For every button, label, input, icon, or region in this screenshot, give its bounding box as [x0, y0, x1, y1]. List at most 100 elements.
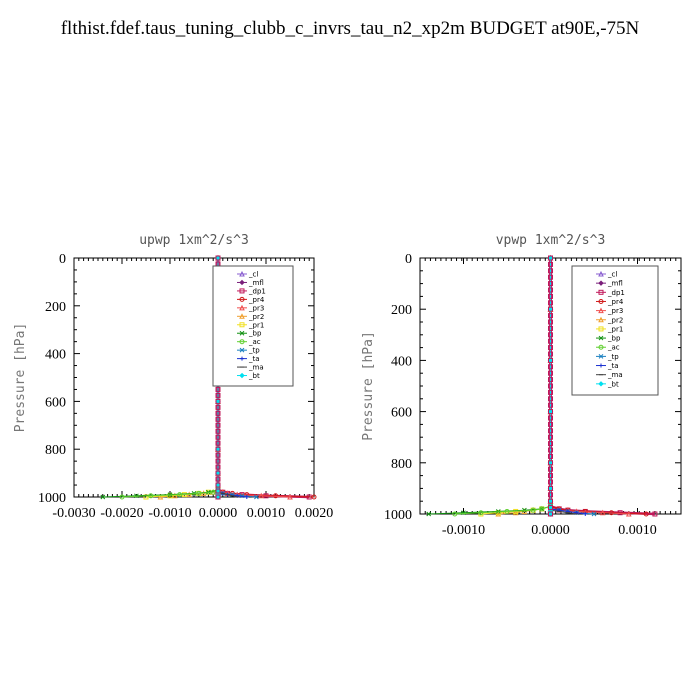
series-point-dp1 [548, 325, 553, 331]
series-point-dp1 [548, 338, 553, 344]
series-point-dp1 [548, 332, 553, 338]
x-tick-label: 0.0020 [295, 506, 334, 521]
y-tick-label: 200 [45, 300, 66, 315]
legend-item-bt: _bt [248, 372, 260, 380]
series-point-dp1 [215, 392, 221, 398]
chart-panel-2: vpwp 1xm^2/s^3 Pressure [hPa] 0 200 400 600 80… [361, 233, 682, 538]
legend-item-pr4: _pr4 [607, 298, 624, 306]
series-point-dp1 [215, 470, 221, 476]
series-point-dp1 [215, 482, 221, 488]
x-tick-label: 0.0010 [247, 506, 286, 521]
series-point-dp1 [215, 434, 221, 440]
series-point-pr3 [625, 510, 632, 517]
series-point-dp1 [215, 446, 221, 452]
series-point-dp1 [548, 287, 553, 293]
series-point-pr1 [495, 510, 501, 516]
legend-marker [239, 330, 245, 336]
x-tick-label: 0.0000 [199, 506, 238, 521]
series-point-dp1 [548, 319, 553, 325]
series-point-dp1 [215, 422, 221, 428]
y-tick-label: 600 [391, 406, 412, 421]
series-point-dp1 [215, 476, 221, 482]
series-point-dp1 [215, 464, 221, 470]
x-tick-label: -0.0020 [100, 506, 143, 521]
y-axis-label: Pressure [hPa] [361, 331, 376, 441]
series-point-dp1 [215, 440, 221, 446]
series-point-ac [478, 510, 484, 516]
legend-item-bt: _bt [607, 380, 619, 388]
legend-item-pr2: _pr2 [607, 316, 623, 324]
series-point-ta [583, 512, 588, 516]
series-point-dp1 [215, 458, 221, 464]
legend-marker [239, 304, 245, 311]
x-tick-label: -0.0010 [442, 523, 485, 538]
legend-item-pr2: _pr2 [248, 313, 264, 321]
series-point-dp1 [548, 370, 553, 376]
series-point-ac [196, 490, 202, 496]
series-point-dp1 [548, 511, 553, 517]
series-point-dp1 [548, 479, 553, 485]
y-tick-label: 0 [405, 252, 412, 267]
series-point-dp1 [548, 345, 553, 351]
legend-marker [598, 307, 604, 314]
legend-marker [239, 296, 245, 302]
series-point-pr4 [643, 511, 649, 517]
series-point-ac [210, 489, 216, 495]
legend-item-tp: _tp [607, 353, 619, 361]
legend-item-dp1: _dp1 [607, 289, 625, 297]
series-point-dp1 [652, 511, 658, 517]
series-point-pr1 [167, 493, 173, 499]
series-line-bp [102, 258, 219, 498]
legend-marker [598, 280, 604, 286]
legend-item-tp: _tp [248, 347, 260, 355]
legend-item-mfl: _mfl [248, 279, 264, 287]
legend-item-ta: _ta [607, 362, 619, 370]
series-point-pr4 [273, 493, 279, 499]
series-point-dp1 [548, 453, 553, 459]
series-point-ac [530, 507, 536, 513]
chart-panel-1: upwp 1xm^2/s^3 Pressure [hPa] 0 200 400 600 80… [13, 233, 333, 521]
legend-item-cl: _cl [607, 271, 617, 279]
legend-item-pr3: _pr3 [607, 307, 623, 315]
legend-marker [239, 339, 245, 345]
legend-marker [599, 363, 603, 368]
series-point-dp1 [548, 268, 553, 274]
series-point-dp1 [548, 351, 553, 357]
legend-item-pr1: _pr1 [248, 321, 264, 329]
x-tick-label: 0.0000 [531, 523, 570, 538]
y-tick-label: 1000 [384, 508, 412, 523]
legend-item-pr1: _pr1 [607, 325, 623, 333]
series-point-dp1 [548, 261, 553, 267]
series-point-dp1 [548, 441, 553, 447]
legend-marker [598, 354, 604, 359]
legend-item-bp: _bp [607, 335, 621, 343]
series-point-tp [591, 511, 597, 517]
legend-item-ta: _ta [248, 355, 260, 363]
series-point-ac [539, 506, 545, 512]
legend-marker [598, 289, 604, 295]
legend-marker [598, 326, 604, 332]
series-point-dp1 [548, 383, 553, 389]
series-point-ac [452, 511, 458, 517]
series-point-dp1 [548, 415, 553, 421]
legend-item-ac: _ac [248, 338, 261, 346]
series-point-dp1 [215, 410, 221, 416]
x-tick-label: -0.0010 [148, 506, 191, 521]
series-point-dp1 [548, 421, 553, 427]
series-point-dp1 [548, 306, 553, 312]
series-point-ac [148, 493, 154, 499]
series-point-dp1 [548, 396, 553, 402]
series-point-dp1 [548, 498, 553, 504]
series-point-ac [504, 508, 510, 514]
series-point-dp1 [215, 452, 221, 458]
legend-item-ma: _ma [607, 371, 623, 379]
legend-marker [598, 298, 604, 304]
legend-marker [598, 344, 604, 350]
series-point-ac [119, 494, 125, 500]
legend-marker [239, 313, 245, 319]
series-line-ac [121, 258, 219, 498]
series-point-dp1 [548, 364, 553, 370]
series-line-pr2 [160, 258, 219, 498]
legend-box [212, 265, 294, 387]
